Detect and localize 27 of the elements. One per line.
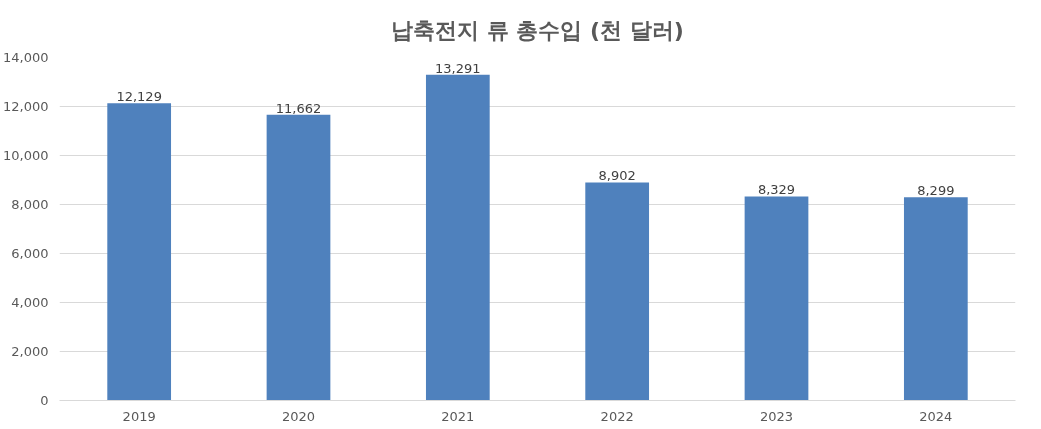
y-tick-label: 6,000: [11, 246, 49, 261]
bar: [585, 182, 650, 401]
x-tick-label: 2020: [281, 408, 316, 424]
y-tick-label: 4,000: [11, 295, 49, 310]
x-tick-label: 2023: [759, 408, 794, 424]
data-label: 11,662: [275, 100, 322, 116]
y-tick-label: 12,000: [3, 99, 49, 114]
chart-title: 납축전지 류 총수입 (천 달러): [391, 17, 684, 43]
data-label: 8,299: [917, 183, 955, 199]
y-tick-label: 0: [40, 393, 49, 408]
y-tick-label: 14,000: [3, 50, 49, 65]
bar: [266, 114, 331, 401]
bar: [903, 197, 968, 401]
bar: [744, 196, 809, 401]
y-tick-label: 2,000: [11, 344, 49, 359]
y-tick-label: 10,000: [3, 148, 49, 163]
bar: [107, 103, 172, 401]
data-label: 12,129: [116, 89, 162, 105]
data-label: 13,291: [435, 60, 481, 76]
x-tick-label: 2019: [122, 408, 156, 424]
x-tick-label: 2021: [441, 408, 475, 424]
y-tick-label: 8,000: [11, 197, 49, 212]
x-tick-label: 2024: [919, 408, 953, 424]
x-tick-label: 2022: [600, 408, 634, 424]
bar: [425, 74, 490, 401]
data-label: 8,329: [757, 182, 796, 198]
data-label: 8,902: [598, 168, 636, 184]
